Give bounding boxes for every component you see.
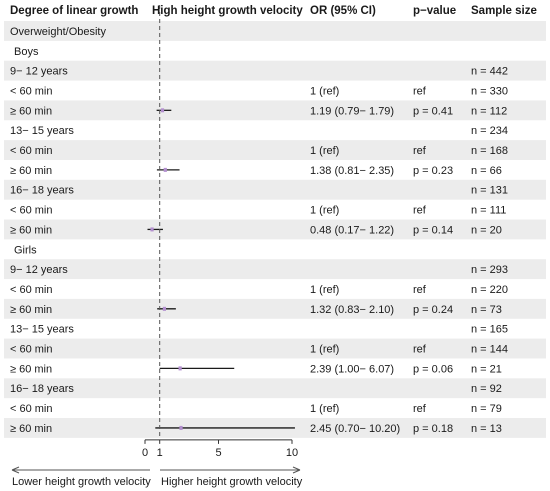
p-value: ref: [413, 205, 427, 217]
row-label: ≥ 60 min: [10, 105, 52, 117]
or-value: 1 (ref): [310, 403, 339, 415]
left-arrow-head: [11, 466, 20, 474]
row-label: Overweight/Obesity: [10, 26, 106, 38]
sample-size: n = 442: [471, 66, 508, 78]
x-tick-label: 10: [286, 447, 298, 459]
header-p-value: p−value: [413, 5, 456, 17]
point-estimate: [150, 227, 154, 232]
header-label: Degree of linear growth: [10, 5, 138, 17]
x-tick-label: 0: [142, 447, 148, 459]
row-label: < 60 min: [10, 145, 53, 157]
or-value: 1 (ref): [310, 85, 339, 97]
or-value: 1 (ref): [310, 145, 339, 157]
row-label: < 60 min: [10, 403, 53, 415]
row-label: Boys: [14, 46, 39, 58]
row-band: [4, 179, 546, 200]
row-label: 9− 12 years: [10, 264, 68, 276]
sample-size: n = 293: [471, 264, 508, 276]
row-label: ≥ 60 min: [10, 363, 52, 375]
or-value: 1 (ref): [310, 284, 339, 296]
row-label: < 60 min: [10, 344, 53, 356]
or-value: 0.48 (0.17− 1.22): [310, 224, 394, 236]
sample-size: n = 21: [471, 363, 502, 375]
sample-size: n = 13: [471, 423, 502, 435]
row-band: [4, 140, 546, 160]
sample-size: n = 20: [471, 224, 502, 236]
p-value: ref: [413, 145, 427, 157]
header-sample-size: Sample size: [471, 5, 537, 17]
row-label: ≥ 60 min: [10, 224, 52, 236]
row-label: 13− 15 years: [10, 324, 74, 336]
row-label: < 60 min: [10, 284, 53, 296]
row-bands: [4, 21, 546, 438]
sample-size: n = 79: [471, 403, 502, 415]
p-value: p = 0.24: [413, 304, 453, 316]
p-value: ref: [413, 284, 427, 296]
right-arrow-head: [292, 466, 301, 474]
or-value: 2.45 (0.70− 10.20): [310, 423, 400, 435]
header-or: OR (95% CI): [310, 5, 376, 17]
point-estimate: [162, 306, 167, 311]
p-value: p = 0.14: [413, 224, 453, 236]
point-estimate: [160, 108, 165, 113]
row-label: ≥ 60 min: [10, 304, 52, 316]
header-plot: High height growth velocity: [152, 5, 303, 17]
p-value: ref: [413, 85, 427, 97]
row-label: 16− 18 years: [10, 383, 74, 395]
p-value: p = 0.41: [413, 105, 453, 117]
p-value: p = 0.06: [413, 363, 453, 375]
row-band: [4, 298, 546, 319]
sample-size: n = 144: [471, 344, 508, 356]
or-value: 1 (ref): [310, 205, 339, 217]
sample-size: n = 330: [471, 85, 508, 97]
row-band: [4, 338, 546, 359]
p-value: p = 0.18: [413, 423, 453, 435]
point-estimate: [179, 425, 183, 430]
p-value: ref: [413, 403, 427, 415]
row-band: [4, 259, 546, 280]
or-value: 2.39 (1.00− 6.07): [310, 363, 394, 375]
row-band: [4, 21, 546, 41]
sample-size: n = 234: [471, 125, 508, 137]
row-label: < 60 min: [10, 85, 53, 97]
or-value: 1.32 (0.83− 2.10): [310, 304, 394, 316]
sample-size: n = 111: [471, 205, 506, 217]
point-estimate: [178, 366, 182, 371]
row-band: [4, 378, 546, 399]
sample-size: n = 131: [471, 185, 508, 197]
p-value: ref: [413, 344, 427, 356]
plot-marks: [147, 5, 295, 438]
row-band: [4, 60, 546, 81]
sample-size: n = 92: [471, 383, 502, 395]
x-tick-label: 1: [157, 447, 163, 459]
sample-size: n = 66: [471, 165, 502, 177]
row-label: Girls: [14, 244, 37, 256]
row-label: 9− 12 years: [10, 66, 68, 78]
row-text: Overweight/Obesity Boys 9− 12 years n = 442…: [10, 26, 508, 435]
row-label: ≥ 60 min: [10, 423, 52, 435]
or-value: 1 (ref): [310, 344, 339, 356]
higher-direction-label: Higher height growth velocity: [161, 476, 303, 488]
row-label: 16− 18 years: [10, 185, 74, 197]
sample-size: n = 168: [471, 145, 508, 157]
row-band: [4, 219, 546, 240]
or-value: 1.38 (0.81− 2.35): [310, 165, 394, 177]
x-axis: 0 1 5 10: [142, 439, 298, 459]
sample-size: n = 73: [471, 304, 502, 316]
point-estimate: [163, 167, 167, 172]
sample-size: n = 112: [471, 105, 507, 117]
lower-direction-label: Lower height growth velocity: [12, 476, 151, 488]
row-label: ≥ 60 min: [10, 165, 52, 177]
sample-size: n = 165: [471, 324, 508, 336]
row-label: 13− 15 years: [10, 125, 74, 137]
or-value: 1.19 (0.79− 1.79): [310, 105, 394, 117]
row-band: [4, 100, 546, 121]
sample-size: n = 220: [471, 284, 508, 296]
row-label: < 60 min: [10, 205, 53, 217]
p-value: p = 0.23: [413, 165, 453, 177]
x-tick-label: 5: [215, 447, 221, 459]
